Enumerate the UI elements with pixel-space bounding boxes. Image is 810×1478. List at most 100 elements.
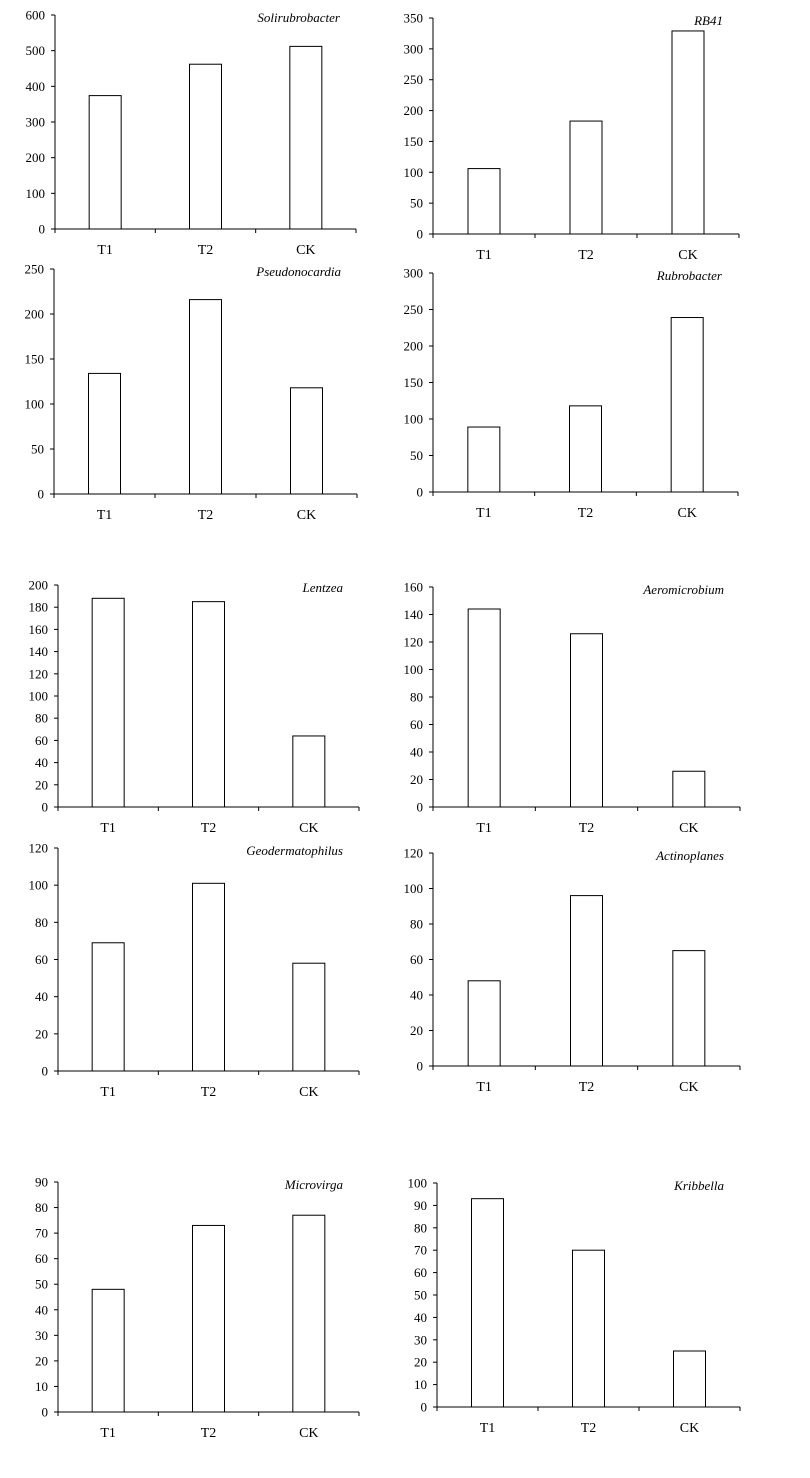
category-label: CK <box>299 1426 318 1441</box>
bar <box>292 735 326 808</box>
chart-panel: 0 20 40 60 80 100 120 140 160 180 200 T1 T2 CK Lentzea <box>29 578 360 836</box>
bar <box>292 962 326 1072</box>
y-tick-label: 60 <box>414 1265 427 1280</box>
y-tick-label: 0 <box>42 800 49 815</box>
y-tick-label: 50 <box>410 448 423 463</box>
y-tick-label: 100 <box>404 662 424 677</box>
y-tick-label: 150 <box>25 352 45 367</box>
y-tick-label: 100 <box>29 689 49 704</box>
bar <box>91 942 125 1072</box>
category-label: CK <box>679 821 698 836</box>
y-tick-label: 160 <box>404 580 424 595</box>
category-label: T2 <box>198 508 214 523</box>
y-tick-label: 40 <box>35 755 48 770</box>
y-tick-label: 100 <box>25 397 45 412</box>
category-label: T1 <box>100 821 116 836</box>
y-tick-label: 80 <box>410 690 423 705</box>
chart-title: Lentzea <box>302 580 344 595</box>
y-tick-label: 0 <box>421 1400 428 1415</box>
y-tick-label: 300 <box>26 115 46 130</box>
y-tick-label: 40 <box>35 989 48 1004</box>
y-tick-label: 140 <box>29 644 49 659</box>
y-tick-label: 150 <box>404 134 424 149</box>
chart-title: Solirubrobacter <box>257 10 341 25</box>
bar <box>467 426 501 493</box>
category-label: T1 <box>97 508 113 523</box>
y-tick-label: 160 <box>29 622 49 637</box>
y-tick-label: 80 <box>410 917 423 932</box>
category-label: T2 <box>201 1426 217 1441</box>
bar <box>91 597 125 808</box>
y-tick-label: 90 <box>35 1175 48 1190</box>
y-tick-label: 250 <box>25 262 45 277</box>
y-tick-label: 50 <box>35 1277 48 1292</box>
category-label: T2 <box>578 248 594 263</box>
chart-title: Geodermatophilus <box>246 843 343 858</box>
y-tick-label: 30 <box>414 1332 427 1347</box>
y-tick-label: 100 <box>29 878 49 893</box>
bar <box>290 387 323 495</box>
category-label: T1 <box>100 1426 116 1441</box>
chart-panel: 0 50 100 150 200 250 T1 T2 CK Pseudonocardia <box>25 262 358 523</box>
chart-title: Actinoplanes <box>655 848 724 863</box>
category-label: T2 <box>581 1421 597 1436</box>
y-tick-label: 100 <box>404 881 424 896</box>
bar <box>88 95 122 230</box>
y-tick-label: 40 <box>414 1310 427 1325</box>
y-tick-label: 20 <box>410 1023 423 1038</box>
bar <box>570 633 603 808</box>
bar <box>88 372 121 495</box>
category-label: T2 <box>201 1085 217 1100</box>
category-label: CK <box>678 248 697 263</box>
category-label: T1 <box>476 821 492 836</box>
chart-panel: 0 20 40 60 80 100 120 T1 T2 CK Actinoplanes <box>404 846 741 1095</box>
y-tick-label: 60 <box>410 952 423 967</box>
chart-panel: 0 50 100 150 200 250 300 350 T1 T2 CK RB41 <box>404 11 740 263</box>
bar <box>192 1224 225 1413</box>
y-tick-label: 100 <box>26 186 46 201</box>
y-tick-label: 0 <box>39 222 46 237</box>
bar <box>289 45 323 230</box>
y-tick-label: 20 <box>414 1355 427 1370</box>
bar <box>192 882 225 1072</box>
chart-panel: 0 100 200 300 400 500 600 T1 T2 CK Solirubrobacter <box>26 8 357 258</box>
category-label: T1 <box>476 248 492 263</box>
y-tick-label: 20 <box>35 1026 48 1041</box>
y-tick-label: 180 <box>29 600 49 615</box>
category-label: CK <box>299 821 318 836</box>
bar <box>673 1350 706 1408</box>
chart-title: RB41 <box>693 13 723 28</box>
y-tick-label: 200 <box>26 150 46 165</box>
y-tick-label: 150 <box>404 375 424 390</box>
bar <box>672 950 706 1067</box>
y-tick-label: 50 <box>31 442 44 457</box>
y-tick-label: 70 <box>35 1226 48 1241</box>
y-tick-label: 80 <box>414 1220 427 1235</box>
y-tick-label: 20 <box>35 777 48 792</box>
chart-title: Kribbella <box>673 1178 724 1193</box>
y-tick-label: 60 <box>410 717 423 732</box>
y-tick-label: 250 <box>404 302 424 317</box>
category-label: CK <box>680 1421 699 1436</box>
bar <box>189 63 222 230</box>
y-tick-label: 40 <box>410 988 423 1003</box>
chart-title: Aeromicrobium <box>642 582 724 597</box>
y-tick-label: 200 <box>29 578 49 593</box>
bar <box>189 299 222 495</box>
y-tick-label: 300 <box>404 266 424 281</box>
bar <box>569 405 602 493</box>
y-tick-label: 20 <box>35 1353 48 1368</box>
y-tick-label: 90 <box>414 1198 427 1213</box>
y-tick-label: 500 <box>26 43 46 58</box>
chart-panel: 0 20 40 60 80 100 120 140 160 T1 T2 CK Aeromicrobium <box>404 580 741 836</box>
bar <box>671 30 705 235</box>
y-tick-label: 0 <box>42 1405 49 1420</box>
bar <box>467 980 501 1067</box>
y-tick-label: 120 <box>404 846 424 861</box>
bar <box>292 1214 326 1413</box>
y-tick-label: 0 <box>42 1064 49 1079</box>
y-tick-label: 80 <box>35 711 48 726</box>
chart-title: Rubrobacter <box>656 268 723 283</box>
y-tick-label: 300 <box>404 41 424 56</box>
